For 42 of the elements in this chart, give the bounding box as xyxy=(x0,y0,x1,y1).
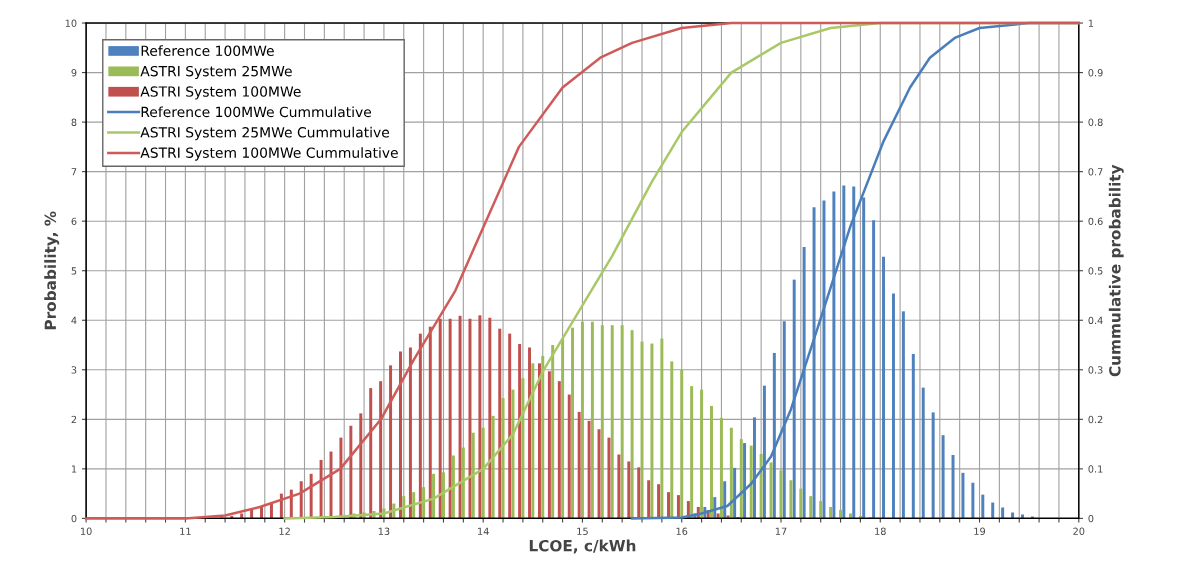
y-tick-label: 4 xyxy=(71,316,77,324)
y2-tick-label: 1 xyxy=(1088,19,1094,27)
legend-label: ASTRI System 25MWe xyxy=(140,65,292,80)
y-tick-label: 10 xyxy=(65,19,77,27)
x-tick-label: 12 xyxy=(279,527,290,535)
legend-label: ASTRI System 100MWe Cummulative xyxy=(140,147,398,161)
y2-tick-label: 0.6 xyxy=(1088,217,1103,226)
y2-axis-title: Cummulative probability xyxy=(1108,164,1124,377)
y2-tick-label: 0.2 xyxy=(1088,415,1103,424)
y2-tick-label: 0.3 xyxy=(1088,366,1103,374)
x-tick-label: 20 xyxy=(1073,527,1085,535)
x-tick-label: 16 xyxy=(676,527,688,535)
x-axis-title: LCOE, c/kWh xyxy=(529,539,636,554)
y-tick-label: 0 xyxy=(71,514,77,523)
legend-label: ASTRI System 25MWe Cummulative xyxy=(140,126,390,141)
x-tick-label: 17 xyxy=(775,527,787,535)
y-tick-label: 7 xyxy=(71,168,77,176)
y-tick-label: 1 xyxy=(71,465,77,473)
legend-label: ASTRI System 100MWe xyxy=(140,86,301,100)
y2-tick-label: 0.8 xyxy=(1088,118,1103,126)
y2-tick-label: 0.7 xyxy=(1088,168,1103,176)
y-tick-label: 9 xyxy=(71,69,77,77)
y2-tick-label: 0.1 xyxy=(1088,465,1103,473)
y-tick-label: 2 xyxy=(71,415,77,424)
legend-label: Reference 100MWe xyxy=(141,45,274,57)
x-tick-label: 13 xyxy=(378,527,390,535)
x-tick-label: 10 xyxy=(80,527,92,535)
y2-tick-label: 0 xyxy=(1088,514,1094,523)
y-tick-label: 5 xyxy=(71,267,77,275)
y-tick-label: 6 xyxy=(71,217,77,226)
legend-label: Reference 100MWe Cummulative xyxy=(141,106,372,118)
x-tick-label: 15 xyxy=(577,527,588,535)
y-tick-label: 3 xyxy=(71,366,77,374)
x-tick-label: 19 xyxy=(974,527,986,535)
x-tick-label: 18 xyxy=(875,527,886,535)
x-tick-label: 14 xyxy=(478,527,489,535)
y2-tick-label: 0.5 xyxy=(1088,267,1103,275)
y-tick-label: 8 xyxy=(71,118,77,126)
y2-tick-label: 0.4 xyxy=(1088,316,1103,325)
y2-tick-label: 0.9 xyxy=(1088,69,1103,77)
x-tick-label: 11 xyxy=(180,527,191,535)
y-axis-title: Probability, % xyxy=(44,211,60,330)
